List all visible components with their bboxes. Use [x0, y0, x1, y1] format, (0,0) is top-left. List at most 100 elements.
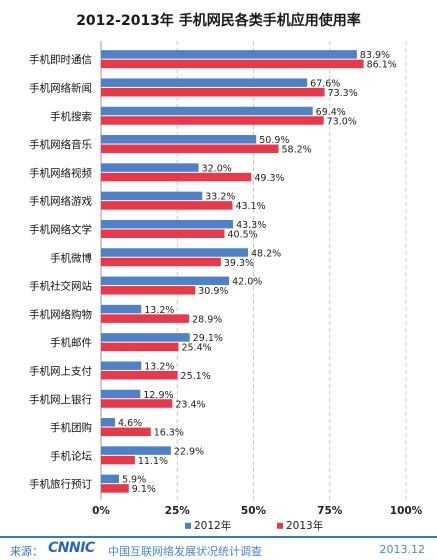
bar-series2	[101, 484, 129, 493]
x-tick-label: 100%	[390, 505, 423, 517]
data-label: 43.3%	[236, 220, 266, 231]
data-label: 22.9%	[174, 446, 204, 457]
data-label: 43.1%	[235, 201, 265, 212]
category-label: 手机论坛	[50, 449, 92, 462]
bar-series2	[101, 87, 325, 97]
data-label: 5.9%	[122, 475, 146, 486]
footer-divider	[0, 536, 437, 538]
data-label: 40.5%	[228, 229, 258, 240]
bar-series1	[101, 50, 357, 59]
data-label: 58.2%	[282, 145, 312, 156]
category-label: 手机网上支付	[29, 364, 92, 377]
data-label: 13.2%	[144, 361, 174, 372]
category-label: 手机网络视频	[29, 166, 92, 179]
bar-series1	[101, 135, 257, 144]
data-label: 73.3%	[328, 88, 358, 99]
category-label: 手机网络音乐	[29, 138, 92, 151]
bar-series1	[101, 418, 116, 427]
x-tick-label: 75%	[317, 505, 343, 517]
bar-series2	[101, 370, 178, 380]
data-label: 86.1%	[367, 60, 397, 71]
labels: 0% 25% 50% 75% 100% 手机即时通信 83.9%86.1% 手机网络新闻 67.…	[29, 50, 423, 517]
bar-series1	[101, 333, 190, 342]
data-label: 83.9%	[360, 50, 390, 61]
category-label: 手机微博	[50, 251, 92, 264]
data-label: 9.1%	[132, 484, 156, 495]
bar-series1	[101, 191, 203, 201]
bar-series2	[101, 399, 173, 408]
footer-date: 2013.12	[379, 543, 426, 556]
category-label: 手机团购	[50, 421, 92, 434]
bar-series1	[101, 276, 230, 286]
category-label: 手机网络购物	[29, 308, 92, 321]
bar-series2	[101, 59, 364, 69]
data-label: 73.0%	[327, 116, 357, 127]
bar-series1	[101, 78, 308, 87]
data-label: 11.1%	[138, 456, 168, 467]
data-label: 33.2%	[205, 192, 235, 203]
data-label: 39.3%	[224, 258, 254, 269]
bar-series2	[101, 314, 190, 323]
x-tick-label: 0%	[92, 505, 110, 517]
category-label: 手机网上银行	[29, 393, 92, 406]
category-label: 手机网络新闻	[29, 81, 92, 94]
legend-label: 2012年	[194, 519, 231, 532]
bar-series1	[101, 248, 249, 257]
category-label: 手机社交网站	[29, 280, 92, 293]
bar-series2	[101, 201, 233, 210]
category-label: 手机旅行预订	[29, 478, 92, 491]
data-label: 42.0%	[232, 277, 262, 288]
data-label: 48.2%	[251, 248, 281, 259]
bar-chart: 0% 25% 50% 75% 100% 手机即时通信 83.9%86.1% 手机网络新闻 67.…	[29, 41, 423, 532]
bar-series1	[101, 163, 199, 172]
footer-organization: 中国互联网络发展状况统计调查	[108, 545, 262, 558]
legend-swatch	[185, 522, 191, 529]
footer: 来源： CNNIC 中国互联网络发展状况统计调查 2013.12	[0, 540, 437, 560]
bar-series1	[101, 106, 313, 116]
category-label: 手机网络文学	[29, 223, 92, 236]
x-tick-label: 25%	[165, 505, 191, 517]
data-label: 50.9%	[259, 135, 289, 146]
bar-series2	[101, 229, 225, 238]
bar-series1	[101, 446, 171, 455]
data-label: 67.6%	[310, 78, 340, 89]
bar-series2	[101, 286, 196, 295]
x-tick-label: 50%	[241, 505, 267, 517]
bar-series2	[101, 144, 279, 154]
data-label: 28.9%	[192, 314, 222, 325]
bars	[101, 50, 364, 493]
data-label: 12.9%	[143, 390, 173, 401]
data-label: 23.4%	[175, 399, 205, 410]
bar-series1	[101, 304, 142, 314]
bar-series2	[101, 342, 179, 352]
data-label: 25.1%	[181, 371, 211, 382]
bar-series1	[101, 219, 234, 229]
bar-series1	[101, 361, 142, 370]
data-label: 16.3%	[154, 428, 184, 439]
bar-series1	[101, 474, 119, 484]
bar-series2	[101, 116, 324, 125]
bar-series2	[101, 172, 252, 182]
bar-series2	[101, 257, 221, 267]
category-label: 手机网络游戏	[29, 195, 92, 208]
data-label: 25.4%	[181, 343, 211, 354]
data-label: 4.6%	[118, 418, 142, 429]
legend: 2012年 2013年	[185, 519, 323, 532]
category-label: 手机搜索	[50, 110, 92, 123]
footer-source-label: 来源：	[10, 545, 43, 558]
bar-series1	[101, 389, 141, 399]
chart-title: 2012-2013年 手机网民各类手机应用使用率	[76, 13, 361, 29]
category-label: 手机邮件	[50, 336, 92, 349]
cnnic-logo: CNNIC	[48, 540, 95, 556]
bar-series2	[101, 455, 135, 465]
data-label: 49.3%	[254, 173, 284, 184]
category-label: 手机即时通信	[29, 53, 92, 66]
bar-series2	[101, 427, 151, 437]
data-label: 29.1%	[193, 333, 223, 344]
data-label: 13.2%	[144, 305, 174, 316]
data-label: 69.4%	[316, 107, 346, 118]
data-label: 32.0%	[202, 163, 232, 174]
data-label: 30.9%	[198, 286, 228, 297]
legend-swatch	[277, 522, 283, 529]
legend-label: 2013年	[286, 519, 323, 532]
